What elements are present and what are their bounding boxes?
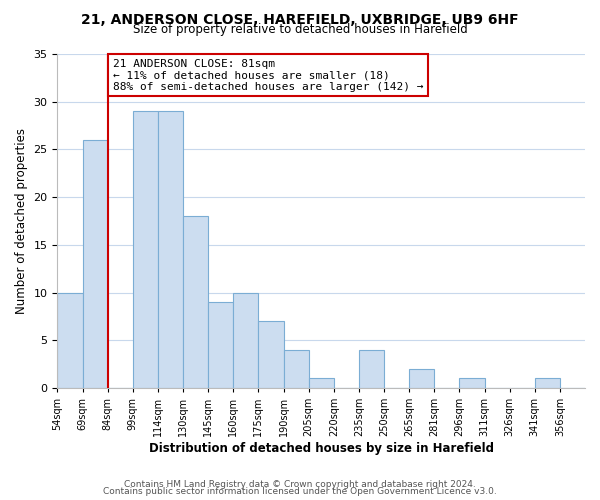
- Text: Size of property relative to detached houses in Harefield: Size of property relative to detached ho…: [133, 22, 467, 36]
- Bar: [233, 292, 259, 388]
- X-axis label: Distribution of detached houses by size in Harefield: Distribution of detached houses by size …: [149, 442, 494, 455]
- Text: 21, ANDERSON CLOSE, HAREFIELD, UXBRIDGE, UB9 6HF: 21, ANDERSON CLOSE, HAREFIELD, UXBRIDGE,…: [81, 12, 519, 26]
- Bar: [158, 112, 183, 388]
- Bar: [259, 321, 284, 388]
- Text: Contains public sector information licensed under the Open Government Licence v3: Contains public sector information licen…: [103, 488, 497, 496]
- Bar: [409, 369, 434, 388]
- Bar: [535, 378, 560, 388]
- Bar: [460, 378, 485, 388]
- Bar: [308, 378, 334, 388]
- Bar: [133, 112, 158, 388]
- Bar: [284, 350, 308, 388]
- Text: 21 ANDERSON CLOSE: 81sqm
← 11% of detached houses are smaller (18)
88% of semi-d: 21 ANDERSON CLOSE: 81sqm ← 11% of detach…: [113, 59, 423, 92]
- Text: Contains HM Land Registry data © Crown copyright and database right 2024.: Contains HM Land Registry data © Crown c…: [124, 480, 476, 489]
- Bar: [208, 302, 233, 388]
- Bar: [359, 350, 384, 388]
- Bar: [58, 292, 83, 388]
- Y-axis label: Number of detached properties: Number of detached properties: [15, 128, 28, 314]
- Bar: [183, 216, 208, 388]
- Bar: [83, 140, 107, 388]
